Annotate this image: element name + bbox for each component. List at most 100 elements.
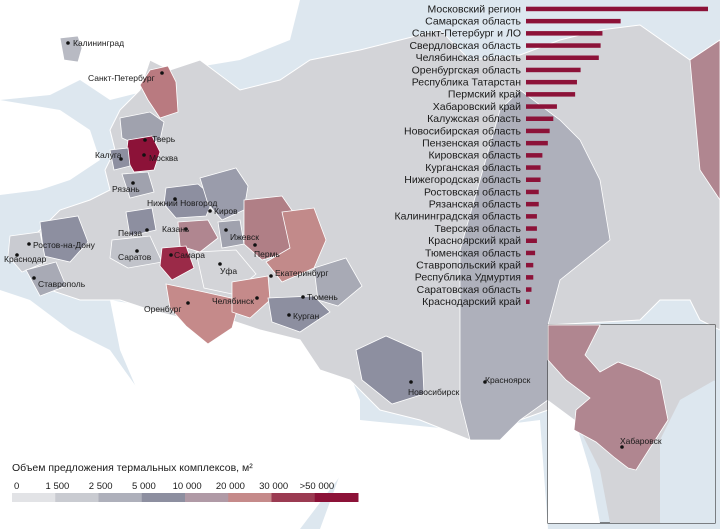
region-nizhny[interactable] (163, 183, 215, 219)
central-asia-land (110, 300, 360, 529)
svg-text:Москва: Москва (149, 153, 178, 163)
city-nizhny[interactable]: Нижний Новгород (147, 197, 217, 208)
svg-text:Санкт-Петербург: Санкт-Петербург (88, 73, 155, 83)
city-ryazan[interactable]: Рязань (112, 181, 140, 194)
city-orenburg[interactable]: Оренбург (144, 301, 190, 314)
bar-label: Свердловская область (409, 40, 521, 52)
city-kaluga[interactable]: Калуга (95, 150, 123, 161)
europe-land (0, 0, 300, 100)
city-rostov[interactable]: Ростов-на-Дону (27, 240, 96, 250)
city-layer: Калининград Санкт-Петербург Тверь Калуга… (4, 38, 531, 397)
bar (526, 287, 532, 292)
inset-land-left (548, 400, 600, 523)
svg-text:Курган: Курган (293, 311, 319, 321)
svg-text:Оренбург: Оренбург (144, 304, 181, 314)
city-chelyabinsk[interactable]: Челябинск (212, 296, 259, 306)
bar (526, 116, 554, 121)
svg-text:Челябинск: Челябинск (212, 296, 254, 306)
city-spb[interactable]: Санкт-Петербург (88, 71, 164, 83)
bar-label: Санкт-Петербург и ЛО (412, 28, 521, 40)
city-tyumen[interactable]: Тюмень (301, 292, 338, 302)
region-orenburg[interactable] (165, 283, 241, 345)
svg-text:Уфа: Уфа (220, 266, 237, 276)
region-penza[interactable] (125, 207, 157, 237)
city-ufa[interactable]: Уфа (218, 262, 237, 276)
region-tatarstan[interactable] (177, 219, 219, 253)
city-kurgan[interactable]: Курган (287, 311, 319, 321)
region-samara[interactable] (159, 245, 195, 281)
region-krasnoyarsk[interactable] (459, 89, 611, 441)
bar-label: Республика Удмуртия (415, 272, 521, 284)
region-tyumen[interactable] (313, 257, 363, 307)
legend: Объем предложения термальных комплексов,… (12, 462, 359, 502)
city-izhevsk[interactable]: Ижевск (224, 228, 259, 242)
bar-label: Республика Татарстан (412, 77, 522, 89)
region-stavropol[interactable] (25, 261, 67, 297)
city-saratov[interactable]: Саратов (118, 249, 152, 262)
bar-label: Ставропольский край (416, 260, 521, 272)
inset-region-khabarovsk[interactable] (547, 324, 669, 471)
region-chelyabinsk[interactable] (231, 275, 271, 319)
bar-label: Хабаровский край (433, 101, 521, 113)
bar (526, 214, 537, 219)
legend-title: Объем предложения термальных комплексов,… (12, 462, 253, 474)
legend-swatch (185, 493, 229, 502)
svg-text:Самара: Самара (174, 250, 205, 260)
city-krasnodar[interactable]: Краснодар (4, 253, 47, 264)
bar (526, 299, 530, 304)
bar-label: Рязанская область (429, 199, 522, 211)
city-samara[interactable]: Самара (169, 250, 205, 260)
bar-label: Калужская область (427, 113, 521, 125)
city-khabarovsk[interactable]: Хабаровск (620, 436, 662, 449)
bar (526, 31, 603, 36)
city-tver[interactable]: Тверь (143, 134, 176, 144)
svg-text:Саратов: Саратов (118, 252, 152, 262)
region-khabarovsk-main[interactable] (689, 39, 720, 201)
city-krasnoyarsk[interactable]: Красноярск (483, 375, 531, 385)
bar-label: Тюменская область (425, 247, 521, 259)
region-sverdlovsk[interactable] (265, 207, 327, 283)
city-yekaterinburg[interactable]: Екатеринбург (269, 268, 328, 278)
bar-label: Курганская область (425, 162, 521, 174)
city-moscow[interactable]: Москва (142, 153, 178, 163)
bar (526, 6, 708, 12)
city-stavropol[interactable]: Ставрополь (32, 276, 86, 289)
city-novosibirsk[interactable]: Новосибирск (408, 380, 460, 397)
bar-label: Ростовская область (424, 186, 522, 198)
svg-text:Тверь: Тверь (152, 134, 176, 144)
bar (526, 165, 541, 170)
legend-tick-label: 2 500 (89, 481, 113, 492)
legend-tick-label: 1 500 (46, 481, 70, 492)
region-spb[interactable] (139, 65, 179, 119)
legend-tick-label: 20 000 (216, 481, 245, 492)
bar-label: Челябинская область (416, 52, 522, 64)
region-kurgan[interactable] (267, 295, 331, 333)
region-krasnodar[interactable] (7, 231, 47, 273)
city-perm[interactable]: Пермь (253, 243, 280, 259)
bar (526, 238, 537, 243)
bar (526, 177, 541, 182)
svg-text:Калининград: Калининград (73, 38, 124, 48)
east-asia-land (320, 420, 548, 529)
legend-swatch (228, 493, 272, 502)
svg-text:Киров: Киров (214, 206, 238, 216)
bar (526, 275, 534, 280)
bar (526, 104, 557, 109)
city-kirov[interactable]: Киров (208, 206, 238, 216)
region-novosibirsk[interactable] (355, 335, 425, 405)
city-penza[interactable]: Пенза (118, 228, 149, 238)
svg-text:Пермь: Пермь (254, 249, 280, 259)
legend-color-bar (12, 493, 359, 502)
bar (526, 189, 539, 195)
bar (526, 201, 539, 207)
region-kaliningrad[interactable] (59, 35, 83, 63)
region-ryazan[interactable] (121, 171, 155, 199)
bar (526, 55, 599, 60)
svg-text:Пенза: Пенза (118, 228, 142, 238)
city-kaliningrad[interactable]: Калининград (66, 38, 124, 48)
svg-text:Ростов-на-Дону: Ростов-на-Дону (33, 240, 96, 250)
caucasus-land (0, 290, 180, 529)
europe-west-land (0, 100, 100, 195)
city-kazan[interactable]: Казань (162, 224, 190, 234)
